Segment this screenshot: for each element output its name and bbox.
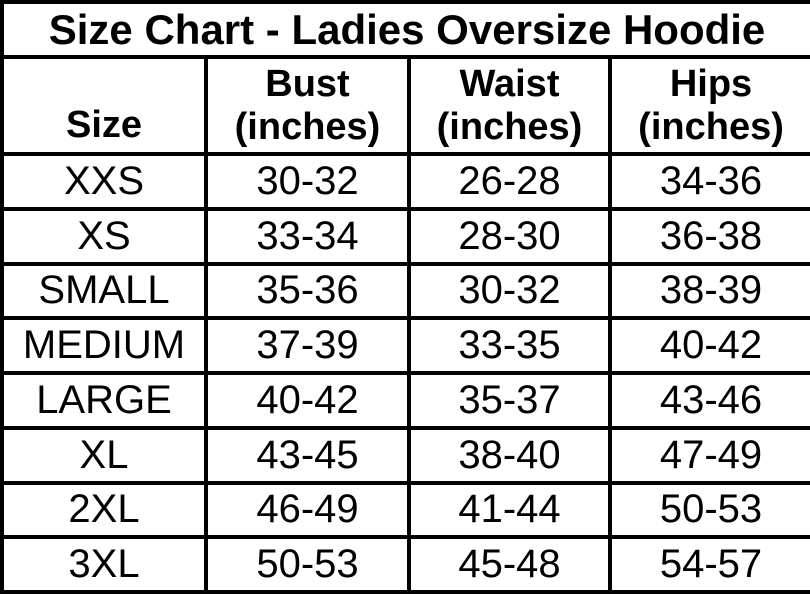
- column-header-waist-unit: (inches): [436, 105, 583, 148]
- hips-cell: 50-53: [607, 480, 810, 540]
- waist-cell: 28-30: [407, 206, 612, 266]
- column-header-bust: Bust (inches): [204, 55, 411, 156]
- column-header-bust-label: Bust: [265, 62, 350, 105]
- waist-cell: 41-44: [407, 480, 612, 540]
- size-cell: SMALL: [0, 261, 208, 321]
- size-rows: XXS 30-32 26-28 34-36 XS 33-34 28-30 36-…: [0, 152, 810, 594]
- size-cell: 2XL: [0, 480, 208, 540]
- table-row: 3XL 50-53 45-48 54-57: [0, 535, 810, 594]
- bust-cell: 30-32: [204, 152, 411, 211]
- column-header-row: Size Bust (inches) Waist (inches) Hips (…: [0, 55, 810, 156]
- bust-cell: 33-34: [204, 206, 411, 266]
- waist-cell: 30-32: [407, 261, 612, 321]
- bust-cell: 37-39: [204, 316, 411, 375]
- waist-cell: 45-48: [407, 535, 612, 594]
- bust-cell: 43-45: [204, 425, 411, 485]
- bust-cell: 35-36: [204, 261, 411, 321]
- hips-cell: 38-39: [607, 261, 810, 321]
- waist-cell: 35-37: [407, 371, 612, 430]
- hips-cell: 43-46: [607, 371, 810, 430]
- column-header-waist: Waist (inches): [407, 55, 612, 156]
- size-cell: XL: [0, 425, 208, 485]
- table-row: MEDIUM 37-39 33-35 40-42: [0, 316, 810, 375]
- size-cell: 3XL: [0, 535, 208, 594]
- table-row: 2XL 46-49 41-44 50-53: [0, 480, 810, 540]
- column-header-size: Size: [0, 55, 208, 156]
- hips-cell: 40-42: [607, 316, 810, 375]
- hips-cell: 34-36: [607, 152, 810, 211]
- waist-cell: 26-28: [407, 152, 612, 211]
- column-header-size-label: Size: [65, 104, 143, 147]
- column-header-hips-unit: (inches): [638, 105, 784, 148]
- waist-cell: 33-35: [407, 316, 612, 375]
- hips-cell: 36-38: [607, 206, 810, 266]
- hips-cell: 47-49: [607, 425, 810, 485]
- column-header-waist-label: Waist: [459, 62, 560, 105]
- bust-cell: 40-42: [204, 371, 411, 430]
- table-row: SMALL 35-36 30-32 38-39: [0, 261, 810, 321]
- size-cell: LARGE: [0, 371, 208, 430]
- bust-cell: 50-53: [204, 535, 411, 594]
- column-header-hips: Hips (inches): [607, 55, 810, 156]
- table-row: LARGE 40-42 35-37 43-46: [0, 371, 810, 430]
- hips-cell: 54-57: [607, 535, 810, 594]
- table-row: XL 43-45 38-40 47-49: [0, 425, 810, 485]
- column-header-bust-unit: (inches): [234, 105, 381, 148]
- page-title: Size Chart - Ladies Oversize Hoodie: [0, 0, 810, 59]
- column-header-hips-label: Hips: [669, 62, 753, 105]
- waist-cell: 38-40: [407, 425, 612, 485]
- size-cell: XXS: [0, 152, 208, 211]
- title-row: Size Chart - Ladies Oversize Hoodie: [0, 0, 810, 59]
- table-row: XXS 30-32 26-28 34-36: [0, 152, 810, 211]
- bust-cell: 46-49: [204, 480, 411, 540]
- table-row: XS 33-34 28-30 36-38: [0, 206, 810, 266]
- size-cell: MEDIUM: [0, 316, 208, 375]
- size-cell: XS: [0, 206, 208, 266]
